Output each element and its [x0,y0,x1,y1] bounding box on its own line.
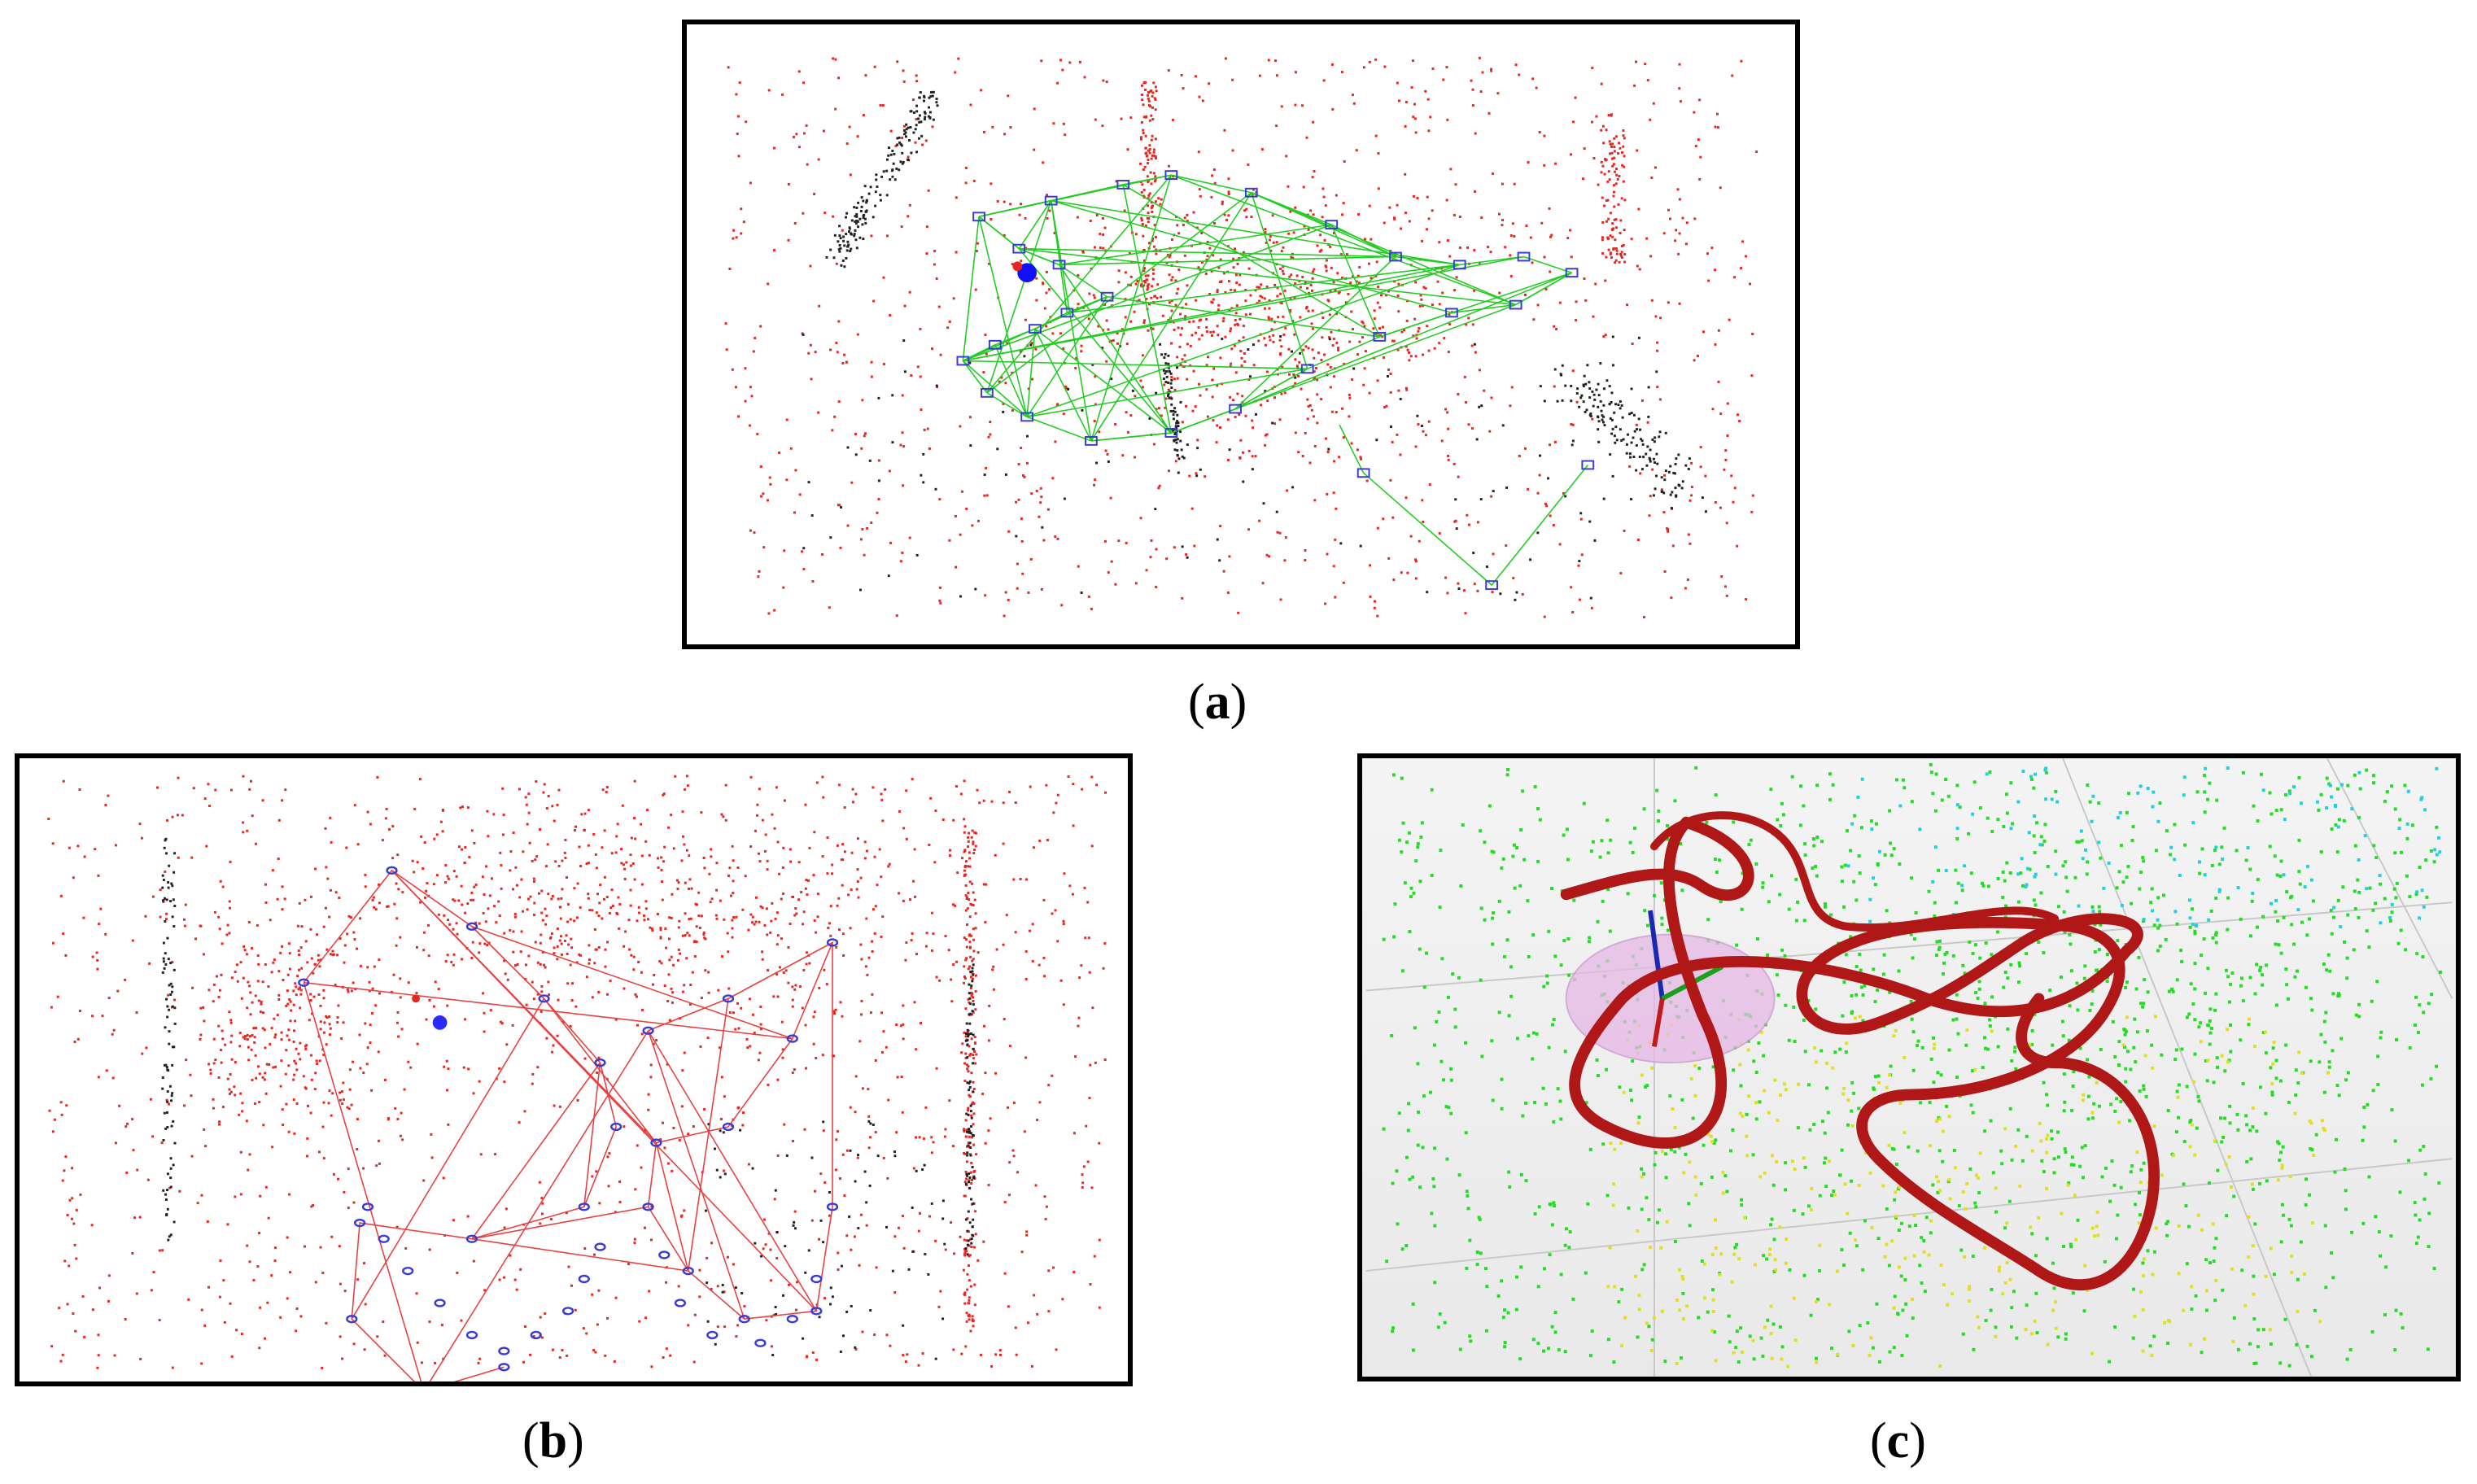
c-point-cloud-yellow [1606,1015,2330,1368]
c-grid [1365,758,2453,1377]
panel-a-map-view [682,20,1800,649]
caption-b: (b) [522,1413,584,1469]
a-keyframes [956,170,1595,591]
panel-c-canvas [1365,758,2453,1377]
c-point-cloud-green [1382,766,2442,1368]
panel-b-canvas [47,775,1107,1381]
a-covisibility-graph [962,174,1588,587]
a-far-points-scatter [802,333,1661,601]
a-reference-point [1012,261,1023,272]
b-reference-point [412,994,420,1003]
b-far-points-scatter [704,1120,946,1360]
panel-c-trajectory-view [1357,753,2461,1381]
b-far-points-right-column [964,963,976,1256]
caption-a: (a) [1188,674,1247,730]
c-trajectory [1560,811,2160,1290]
b-keyframes [298,866,839,1372]
b-map-points-bg [47,775,1107,1369]
c-uncertainty-ellipse [1565,933,1776,1064]
a-current-camera [1017,263,1037,283]
b-map-points-left [190,867,396,1181]
b-map-points-top [229,788,1016,1076]
a-far-points-right [1553,362,1707,513]
b-far-points-left-column [161,837,177,1242]
a-map-points-bg [724,56,1758,619]
panel-b-map-view [15,753,1133,1386]
a-far-points-mid [1160,352,1186,460]
b-current-camera [432,1015,448,1030]
panel-a-canvas [724,56,1758,619]
a-far-points-left [825,90,939,268]
a-map-points-column [1139,81,1158,290]
a-graph-tail [1339,424,1588,587]
b-graph-edges [303,869,834,1381]
a-map-points-column2 [1600,113,1627,264]
caption-c: (c) [1870,1413,1926,1469]
b-map-points-right-column [962,825,978,1333]
